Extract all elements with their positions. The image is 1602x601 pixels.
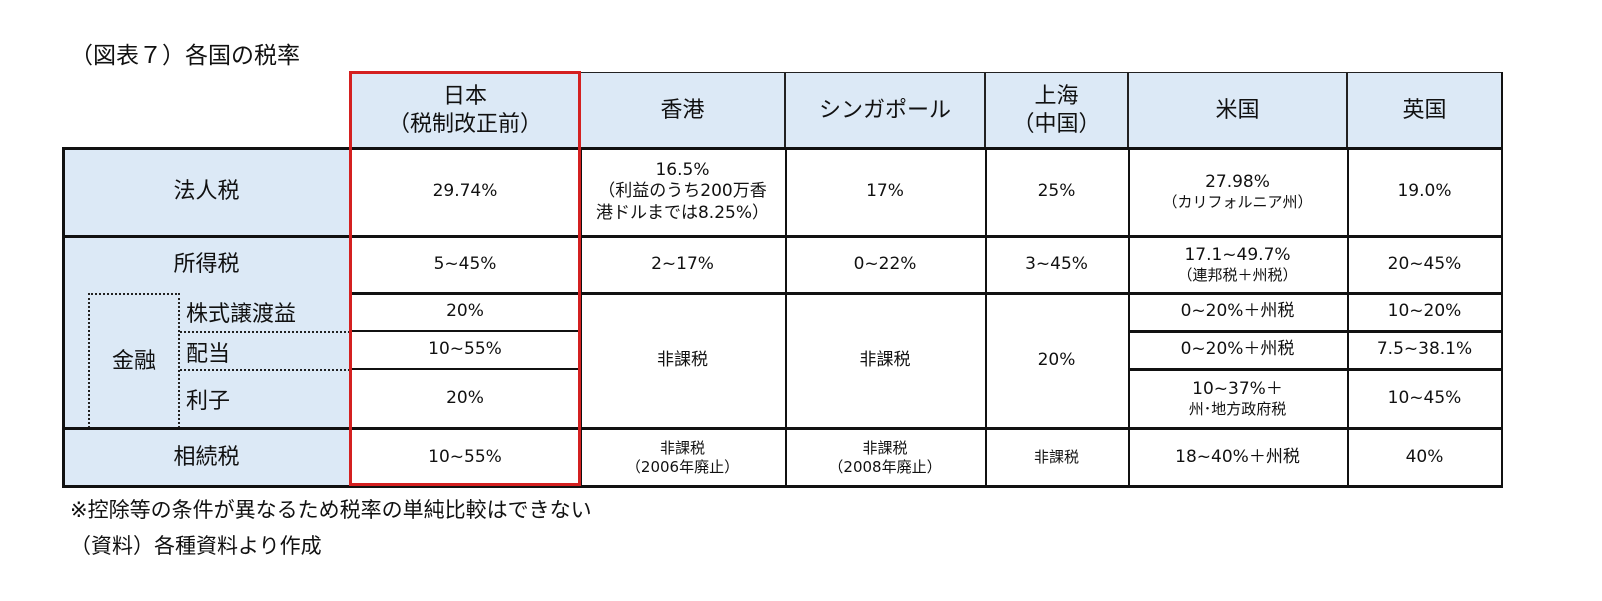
cell: 20% [446, 387, 484, 408]
cell: 20% [1037, 349, 1076, 370]
cell-line: 10~37%＋ [1192, 378, 1283, 399]
cell-line: 16.5% [655, 160, 710, 181]
cell: 7.5~38.1% [1376, 339, 1473, 360]
cell-line: 17.1~49.7% [1184, 244, 1291, 265]
grid-line [350, 292, 1502, 295]
cell: 0~20%＋州税 [1180, 301, 1295, 322]
grid-line [1128, 148, 1130, 487]
header-singapore: シンガポール [785, 72, 985, 149]
row-label-income: 所得税 [63, 236, 350, 293]
cell-line: 州･地方政府税 [1188, 399, 1287, 418]
cell: 25% [1037, 181, 1076, 202]
header-shanghai: 上海 （中国） [985, 72, 1128, 149]
note-text: ※控除等の条件が異なるため税率の単純比較はできない [70, 498, 592, 522]
cell-line: （2008年廃止） [828, 457, 942, 476]
divider [180, 331, 350, 333]
cell: 非課税 [1033, 448, 1079, 467]
grid-line [1347, 148, 1349, 487]
cell: 17.1~49.7% （連邦税＋州税） [1128, 236, 1347, 293]
cell-line: 港ドルまでは8.25%） [595, 202, 769, 223]
header-text: 香港 [660, 97, 705, 123]
grid-line [1128, 368, 1502, 371]
cell: 0~22% [853, 253, 917, 274]
cell: 29.74% [432, 181, 498, 202]
cell: 10~20% [1387, 301, 1462, 322]
cell: 40% [1405, 446, 1444, 467]
japan-highlight-box [349, 71, 581, 486]
cell: 27.98% （カリフォルニア州） [1128, 148, 1347, 236]
cell: 10~37%＋ 州･地方政府税 [1128, 369, 1347, 428]
row-label-finance: 金融 [88, 293, 180, 428]
divider [180, 369, 350, 371]
cell: 20~45% [1387, 253, 1462, 274]
grid-line [63, 485, 1502, 488]
grid-line [1501, 72, 1503, 488]
header-uk: 英国 [1347, 72, 1502, 149]
grid-line [350, 330, 580, 332]
cell: 5~45% [433, 253, 497, 274]
cell: 20% [446, 301, 484, 322]
cell-line: （カリフォルニア州） [1162, 193, 1313, 212]
cell: 非課税 （2008年廃止） [785, 428, 985, 487]
header-text: シンガポール [818, 97, 951, 123]
cell-line: 非課税 [659, 438, 705, 457]
cell-line: （連邦税＋州税） [1177, 265, 1298, 284]
row-label-stock-gains: 株式譲渡益 [186, 296, 297, 328]
grid-line [63, 235, 1502, 238]
cell: 10~55% [428, 339, 502, 360]
row-label-interest: 利子 [186, 383, 231, 415]
cell: 非課税 （2006年廃止） [580, 428, 785, 487]
cell: 16.5% （利益のうち200万香 港ドルまでは8.25%） [580, 148, 785, 236]
grid-line [985, 148, 987, 487]
cell-line: （2006年廃止） [625, 457, 740, 476]
cell-line: （利益のうち200万香 [598, 181, 767, 202]
grid-line [785, 148, 787, 487]
header-text: 米国 [1215, 97, 1260, 123]
figure-title: （図表７）各国の税率 [70, 43, 300, 69]
row-label-inheritance: 相続税 [63, 428, 350, 487]
row-label-dividends: 配当 [186, 336, 231, 368]
header-text: 上海 [1034, 84, 1079, 109]
cell: 10~45% [1387, 387, 1462, 408]
cell: 0~20%＋州税 [1180, 339, 1295, 360]
cell-line: 非課税 [862, 438, 908, 457]
cell: 2~17% [651, 253, 714, 274]
cell: 10~55% [428, 446, 502, 467]
source-text: （資料）各種資料より作成 [70, 534, 322, 558]
cell: 非課税 [657, 349, 708, 370]
grid-line [62, 147, 65, 488]
header-text: 英国 [1402, 97, 1447, 123]
cell: 18~40%＋州税 [1175, 446, 1300, 467]
cell: 17% [866, 181, 904, 202]
cell-line: 27.98% [1205, 172, 1270, 192]
cell: 3~45% [1025, 253, 1088, 274]
cell: 19.0% [1397, 181, 1452, 202]
header-japan: 日本 （税制改正前） [350, 72, 580, 149]
cell: 非課税 [859, 349, 911, 370]
header-text: （税制改正前） [387, 111, 542, 137]
grid-line [350, 368, 580, 370]
header-us: 米国 [1128, 72, 1347, 149]
row-label-corporate: 法人税 [63, 148, 350, 236]
header-hongkong: 香港 [580, 72, 785, 149]
grid-line [1128, 330, 1502, 333]
header-text: （中国） [1012, 111, 1101, 137]
header-text: 日本 [442, 84, 487, 109]
grid-line [63, 427, 1502, 430]
grid-line [63, 147, 1502, 150]
